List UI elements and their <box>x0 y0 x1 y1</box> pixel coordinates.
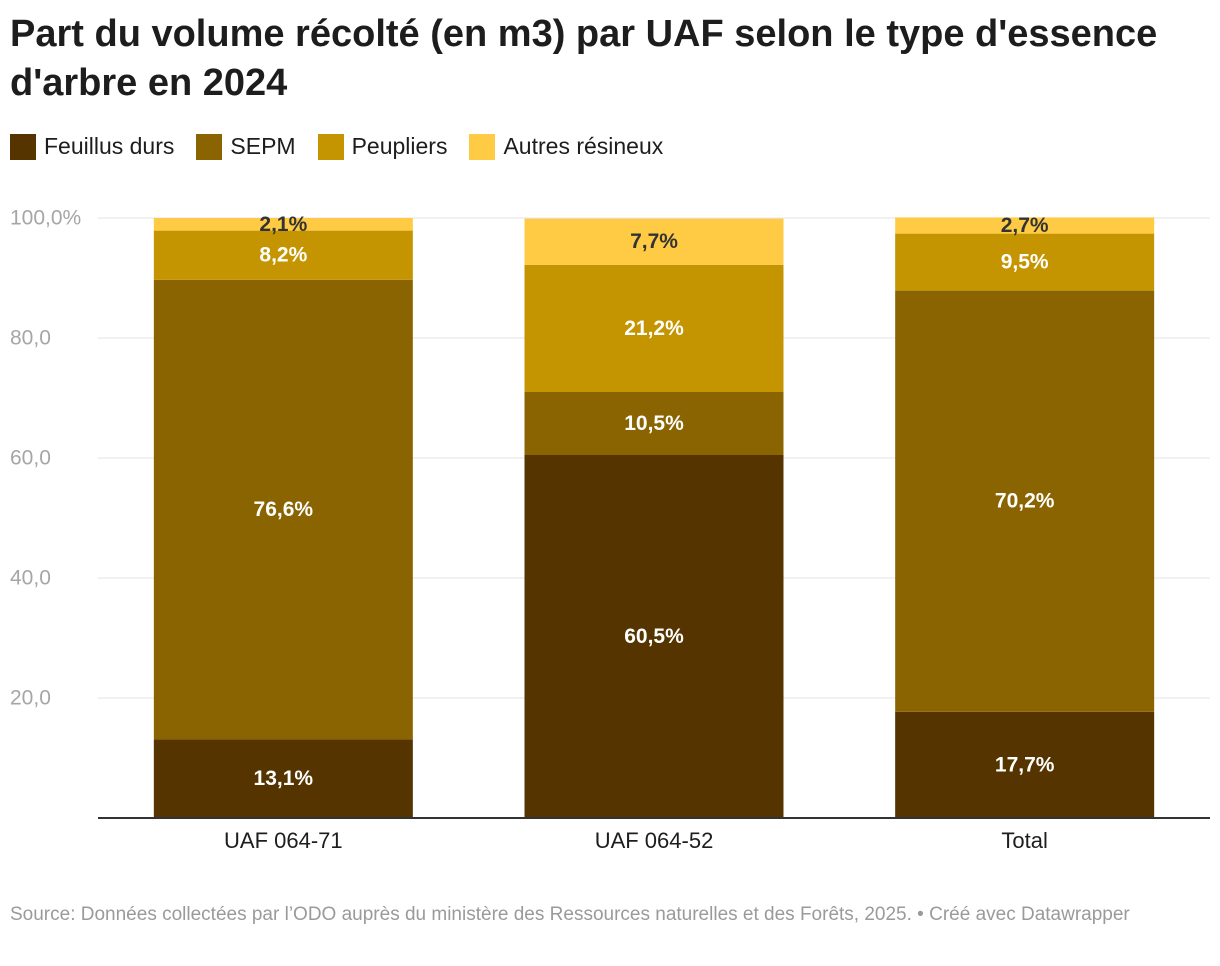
bar-segment-1-1 <box>524 392 784 455</box>
legend-label-autres-resineux: Autres résineux <box>503 133 664 159</box>
data-label-3-1: 7,7% <box>630 230 678 253</box>
legend-label-sepm: SEPM <box>230 133 296 159</box>
x-tick-label-0: UAF 064-71 <box>224 828 343 853</box>
data-label-1-0: 76,6% <box>254 498 314 521</box>
legend-item-peupliers: Peupliers <box>317 133 448 160</box>
data-label-0-2: 17,7% <box>995 753 1055 776</box>
legend-swatch-autres-resineux <box>469 133 496 160</box>
chart-title: Part du volume récolté (en m3) par UAF s… <box>10 13 1158 104</box>
bar-segment-3-0 <box>153 218 413 231</box>
legend-swatch-feuillus-durs <box>10 133 36 160</box>
y-tick-label-80: 80,0 <box>10 327 51 350</box>
y-tick-label-40: 40,0 <box>10 567 51 590</box>
stacked-bar-chart: 20,0 40,0 60,0 80,0 100,0% 13,1% 76,6% 8,2% 2,1%… <box>10 207 1210 853</box>
legend-item-autres-resineux: Autres résineux <box>469 133 663 160</box>
legend-swatch-sepm <box>196 133 223 160</box>
bar-segment-2-1 <box>524 264 784 392</box>
bar-segment-0-1 <box>524 455 784 818</box>
legend: Feuillus durs SEPM Peupliers Autres rési… <box>10 133 685 160</box>
bar-segment-3-1 <box>524 218 784 265</box>
legend-label-feuillus-durs: Feuillus durs <box>44 133 175 159</box>
y-tick-label-20: 20,0 <box>10 687 51 710</box>
legend-swatch-peupliers <box>317 133 344 160</box>
bar-segment-3-2 <box>895 217 1155 234</box>
data-label-1-2: 70,2% <box>995 490 1055 513</box>
x-tick-label-1: UAF 064-52 <box>595 828 714 853</box>
bar-segment-0-0 <box>153 739 413 818</box>
legend-item-sepm: SEPM <box>196 133 296 160</box>
bar-segment-0-2 <box>895 711 1155 818</box>
data-label-3-0: 2,1% <box>259 213 307 236</box>
data-label-3-2: 2,7% <box>1001 214 1049 237</box>
source-note: Source: Données collectées par l’ODO aup… <box>10 904 1130 925</box>
data-label-1-1: 10,5% <box>624 412 684 435</box>
bar-segment-1-2 <box>895 290 1155 712</box>
x-tick-label-2: Total <box>1001 828 1047 853</box>
data-label-0-1: 60,5% <box>624 625 684 648</box>
y-tick-label-100: 100,0% <box>10 207 81 230</box>
bar-segment-2-2 <box>895 233 1155 291</box>
data-label-2-2: 9,5% <box>1001 251 1049 274</box>
legend-item-feuillus-durs: Feuillus durs <box>10 133 174 160</box>
bar-segment-1-0 <box>153 279 413 740</box>
bar-segment-2-0 <box>153 230 413 280</box>
y-tick-label-60: 60,0 <box>10 447 51 470</box>
data-label-2-1: 21,2% <box>624 317 684 340</box>
data-label-2-0: 8,2% <box>259 244 307 267</box>
legend-label-peupliers: Peupliers <box>351 133 448 159</box>
data-label-0-0: 13,1% <box>254 767 314 790</box>
